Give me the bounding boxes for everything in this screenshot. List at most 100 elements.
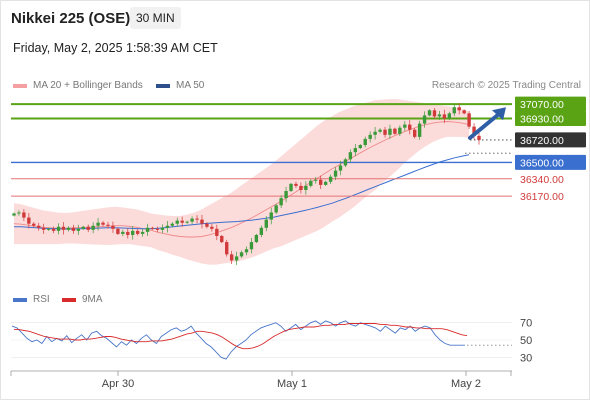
rsi-swatch <box>13 297 27 302</box>
datetime-label: Friday, May 2, 2025 1:58:39 AM CET <box>13 41 218 55</box>
rsi-tick-label: 50 <box>520 335 532 347</box>
candle-up <box>185 221 189 223</box>
candle-up <box>254 234 259 243</box>
candle-up <box>46 228 51 230</box>
candle-down <box>408 124 412 130</box>
candle-up <box>234 256 239 261</box>
candle-up <box>76 228 81 231</box>
forecast-arrow-shaft <box>468 110 503 140</box>
candle-down <box>412 129 417 137</box>
candle-down <box>116 228 120 234</box>
candle-up <box>190 218 194 222</box>
candle-down <box>225 242 229 255</box>
candle-down <box>106 224 110 226</box>
candle-up <box>437 114 442 117</box>
candle-down <box>229 254 234 261</box>
candle-down <box>457 107 461 111</box>
candle-down <box>150 227 155 229</box>
candle-down <box>477 135 481 140</box>
x-tick-label: May 2 <box>451 378 481 390</box>
candle-up <box>170 223 174 226</box>
candle-up <box>17 212 21 214</box>
candle-up <box>314 179 318 181</box>
legend-ma50-label: MA 50 <box>176 80 205 91</box>
candle-down <box>51 228 56 231</box>
candle-down <box>126 231 130 235</box>
candle-down <box>155 228 160 230</box>
level-label-support: 36170.00 <box>520 191 564 203</box>
candle-down <box>393 128 397 134</box>
level-label-current: 36720.00 <box>520 135 564 147</box>
candle-up <box>96 222 100 226</box>
candle-up <box>165 225 170 228</box>
candle-down <box>472 126 476 136</box>
candle-up <box>289 183 293 192</box>
candle-up <box>131 230 135 235</box>
candle-down <box>294 183 298 186</box>
level-tag-resistance <box>515 110 586 126</box>
candle-down <box>111 225 115 229</box>
candle-down <box>101 222 105 225</box>
candle-up <box>368 134 372 139</box>
ma50-swatch <box>156 83 170 88</box>
candle-up <box>427 110 432 116</box>
candle-up <box>447 113 452 119</box>
bollinger-swatch <box>13 83 27 88</box>
candle-down <box>210 226 214 229</box>
candle-up <box>175 220 179 224</box>
rsi-tick-label: 70 <box>520 318 532 330</box>
legend-bollinger: MA 20 + Bollinger Bands <box>13 80 143 91</box>
x-tick-label: Apr 30 <box>102 378 134 390</box>
candle-down <box>37 225 41 228</box>
candle-up <box>121 231 125 234</box>
level-label-pivot: 36500.00 <box>520 157 564 169</box>
candle-up <box>279 198 283 206</box>
candle-up <box>338 165 343 171</box>
legend-rsi-label: RSI <box>33 294 50 305</box>
candle-up <box>398 127 402 134</box>
candle-up <box>417 123 422 137</box>
candle-up <box>403 124 407 128</box>
legend-ma50: MA 50 <box>156 80 204 91</box>
candle-up <box>145 227 150 232</box>
candle-up <box>12 213 16 216</box>
candle-up <box>328 176 333 182</box>
level-tag-resistance <box>515 96 586 112</box>
candle-up <box>343 159 348 166</box>
forecast-arrow-head <box>492 107 506 121</box>
candle-up <box>249 242 254 250</box>
candle-up <box>422 115 427 124</box>
candle-down <box>220 235 224 243</box>
candle-up <box>388 128 392 135</box>
candle-down <box>200 219 204 224</box>
candle-down <box>27 217 31 224</box>
candle-up <box>304 185 308 190</box>
candle-up <box>373 131 377 135</box>
candle-down <box>61 226 66 230</box>
candle-up <box>259 227 264 235</box>
level-label-resistance: 36930.00 <box>520 113 564 125</box>
legend-rsi: RSI <box>13 294 50 305</box>
rsi-tick-label: 30 <box>520 352 532 364</box>
candle-up <box>348 152 353 160</box>
credit-text: Research © 2025 Trading Central <box>431 80 581 91</box>
candle-up <box>239 252 244 257</box>
x-tick-label: May 1 <box>277 378 307 390</box>
candle-down <box>86 226 90 230</box>
candle-up <box>56 226 61 231</box>
candle-down <box>180 220 184 223</box>
candle-up <box>140 231 145 234</box>
candle-down <box>22 212 26 218</box>
candle-up <box>264 219 268 228</box>
candle-down <box>467 113 471 127</box>
candle-down <box>432 110 437 117</box>
candle-up <box>91 225 95 230</box>
candle-up <box>378 129 382 132</box>
candle-down <box>462 110 466 114</box>
timeframe-button[interactable]: 30 MIN <box>130 7 181 29</box>
candle-down <box>195 218 199 220</box>
candle-up <box>160 227 165 230</box>
candle-up <box>274 205 278 213</box>
candle-up <box>81 226 85 229</box>
